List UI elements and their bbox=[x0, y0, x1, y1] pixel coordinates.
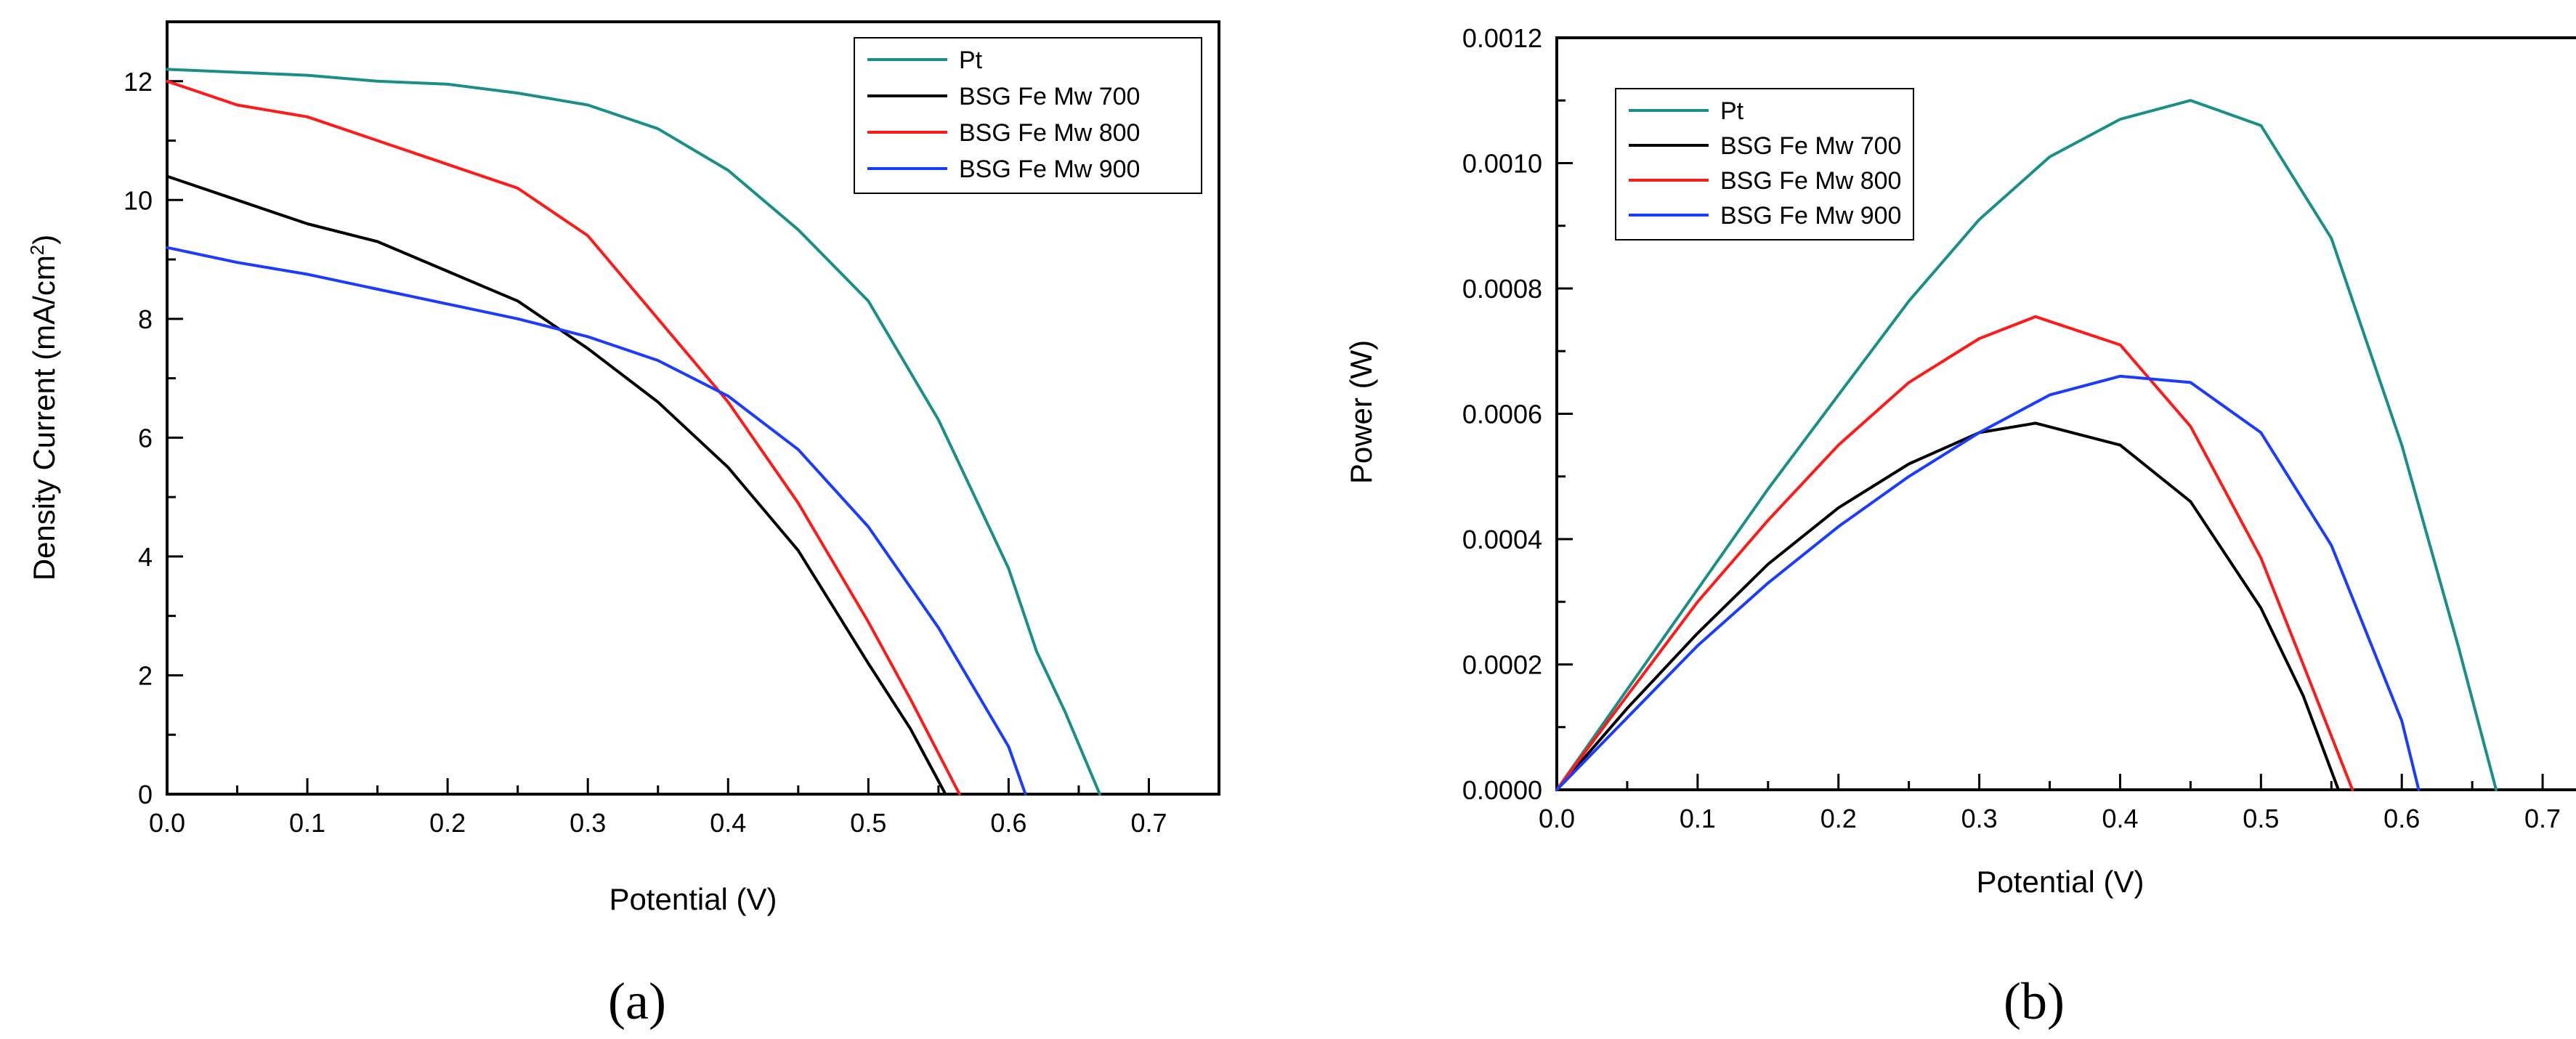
x-tick-label-a: 0.3 bbox=[570, 808, 606, 838]
x-tick-label-b: 0.1 bbox=[1680, 804, 1716, 833]
series-line-b-0 bbox=[1555, 99, 2498, 791]
tick-labels-a: 0.0 0.1 0.2 0.3 0.4 0.5 0.6 0.7 0 2 4 6 8 10 12 bbox=[123, 67, 1167, 838]
legend-box-a bbox=[854, 37, 1202, 194]
x-tick-label-b: 0.2 bbox=[1820, 804, 1857, 833]
tick-labels-b: 0.0 0.1 0.2 0.3 0.4 0.5 0.6 0.7 0.0000 0.0002 0.00… bbox=[1462, 23, 2561, 833]
y-tick-label-b: 0.0006 bbox=[1462, 400, 1542, 429]
y-tick-label-a: 6 bbox=[138, 423, 153, 453]
y-tick-label-a: 4 bbox=[138, 542, 153, 572]
y-tick-label-b: 0.0010 bbox=[1462, 149, 1542, 179]
y-axis-title-b: Power (W) bbox=[1344, 340, 1378, 484]
series-a bbox=[166, 68, 1101, 796]
series-line-a-2 bbox=[166, 79, 961, 796]
x-tick-label-a: 0.2 bbox=[429, 808, 466, 838]
ticks-a bbox=[166, 80, 1150, 796]
chart-panel-a: 0.0 0.1 0.2 0.3 0.4 0.5 0.6 0.7 0 2 4 6 8 10 12 Pt BSG … bbox=[26, 20, 1220, 1030]
y-tick-label-a: 10 bbox=[123, 185, 153, 215]
y-tick-label-b: 0.0000 bbox=[1462, 775, 1542, 805]
legend-label-a-0: Pt bbox=[959, 47, 983, 74]
x-tick-label-a: 0.1 bbox=[289, 808, 325, 838]
legend-label-a-3: BSG Fe Mw 900 bbox=[959, 155, 1140, 183]
series-line-b-1 bbox=[1555, 421, 2340, 791]
y-tick-label-b: 0.0012 bbox=[1462, 23, 1542, 53]
panel-label-a: (a) bbox=[608, 972, 666, 1030]
x-tick-label-b: 0.5 bbox=[2243, 804, 2279, 833]
series-line-b-2 bbox=[1555, 315, 2354, 791]
x-tick-label-a: 0.6 bbox=[990, 808, 1026, 838]
x-tick-label-a: 0.7 bbox=[1130, 808, 1167, 838]
legend-label-a-2: BSG Fe Mw 800 bbox=[959, 119, 1140, 147]
y-tick-label-b: 0.0002 bbox=[1462, 650, 1542, 680]
legend-label-b-1: BSG Fe Mw 700 bbox=[1720, 132, 1901, 160]
x-tick-label-b: 0.4 bbox=[2102, 804, 2138, 833]
x-tick-label-b: 0.7 bbox=[2524, 804, 2561, 833]
x-tick-label-b: 0.0 bbox=[1539, 804, 1575, 833]
legend-label-b-0: Pt bbox=[1720, 97, 1744, 125]
legend-label-b-3: BSG Fe Mw 900 bbox=[1720, 202, 1901, 230]
x-tick-label-a: 0.5 bbox=[850, 808, 886, 838]
x-axis-title-a: Potential (V) bbox=[609, 882, 777, 916]
series-line-b-3 bbox=[1555, 374, 2421, 791]
x-tick-label-b: 0.6 bbox=[2383, 804, 2420, 833]
x-tick-label-a: 0.4 bbox=[710, 808, 746, 838]
legend-label-b-2: BSG Fe Mw 800 bbox=[1720, 167, 1901, 195]
series-line-a-3 bbox=[166, 246, 1027, 796]
x-tick-label-b: 0.3 bbox=[1961, 804, 1998, 833]
y-tick-label-b: 0.0004 bbox=[1462, 525, 1542, 554]
x-axis-title-b: Potential (V) bbox=[1976, 865, 2144, 899]
series-line-a-1 bbox=[166, 174, 947, 796]
y-tick-label-b: 0.0008 bbox=[1462, 274, 1542, 304]
y-tick-label-a: 8 bbox=[138, 304, 153, 334]
legend-box-b bbox=[1615, 88, 1914, 240]
chart-panel-b: 0.0 0.1 0.2 0.3 0.4 0.5 0.6 0.7 0.0000 0.0002 0.00… bbox=[1344, 23, 2576, 1030]
y-tick-label-a: 12 bbox=[123, 67, 153, 97]
ticks-b bbox=[1555, 36, 2544, 791]
series-line-a-0 bbox=[166, 68, 1101, 796]
y-axis-title-a: Density Current (mA/cm2) bbox=[26, 235, 61, 581]
panel-label-b: (b) bbox=[2004, 972, 2065, 1030]
series-b bbox=[1555, 99, 2498, 791]
legend-label-a-1: BSG Fe Mw 700 bbox=[959, 83, 1140, 110]
legend-b: Pt BSG Fe Mw 700 BSG Fe Mw 800 BSG Fe Mw 90… bbox=[1615, 88, 1914, 240]
plot-frame-b bbox=[1555, 36, 2576, 791]
legend-a: Pt BSG Fe Mw 700 BSG Fe Mw 800 BSG Fe Mw 90… bbox=[854, 37, 1202, 194]
x-tick-label-a: 0.0 bbox=[149, 808, 185, 838]
y-tick-label-a: 2 bbox=[138, 660, 153, 690]
plot-frame-a bbox=[166, 20, 1220, 796]
y-tick-label-a: 0 bbox=[138, 780, 153, 809]
